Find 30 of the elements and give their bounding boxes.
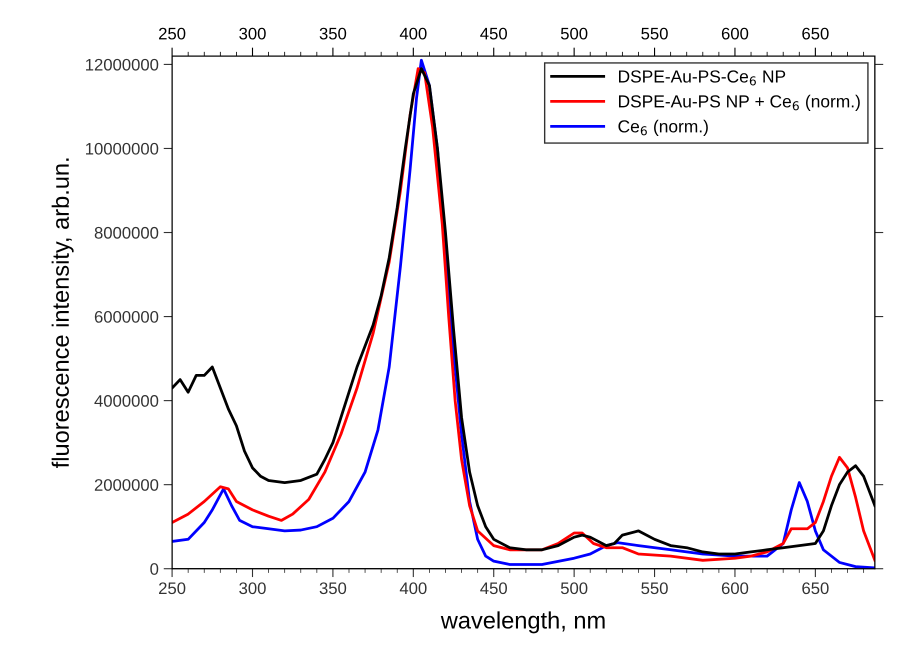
x-tick-label: 450 [480,582,507,594]
y-tick-label: 2000000 [94,479,158,491]
y-axis-title: fluorescence intensity, arb.un. [52,158,74,468]
y-tick-label: 0 [150,563,158,575]
x-tick-label: 350 [320,582,346,594]
x2-tick-label: 600 [722,28,748,40]
x-tick-label: 650 [802,582,829,594]
x2-tick-label: 550 [641,28,668,40]
x-axis-title: wavelength, nm [440,611,605,634]
x2-tick-label: 300 [239,28,266,40]
x-tick-label: 600 [722,582,748,594]
x-tick-label: 250 [159,582,186,594]
legend-label: DSPE-Au-PS NP + Ce$_{6}$ (norm.) [619,94,860,111]
x-tick-label: 400 [400,582,427,594]
x-tick-label: 550 [641,582,668,594]
x2-tick-label: 350 [320,28,346,40]
y-tick-label: 8000000 [94,226,158,239]
x2-tick-label: 500 [560,28,588,40]
legend-label: Ce$_{6}$ (norm.) [618,120,708,136]
x2-tick-label: 450 [480,28,507,40]
y-tick-label: 12000000 [86,58,158,71]
y-tick-label: 4000000 [94,395,158,407]
x-tick-label: 500 [560,582,588,594]
y-tick-label: 10000000 [86,142,158,155]
y-tick-label: 6000000 [94,310,158,323]
x-tick-label: 300 [239,582,266,594]
x2-tick-label: 650 [802,28,829,40]
legend-label: DSPE-Au-PS-Ce$_{6}$ NP [619,70,786,86]
x2-tick-label: 250 [159,28,186,40]
x2-tick-label: 400 [400,28,427,40]
